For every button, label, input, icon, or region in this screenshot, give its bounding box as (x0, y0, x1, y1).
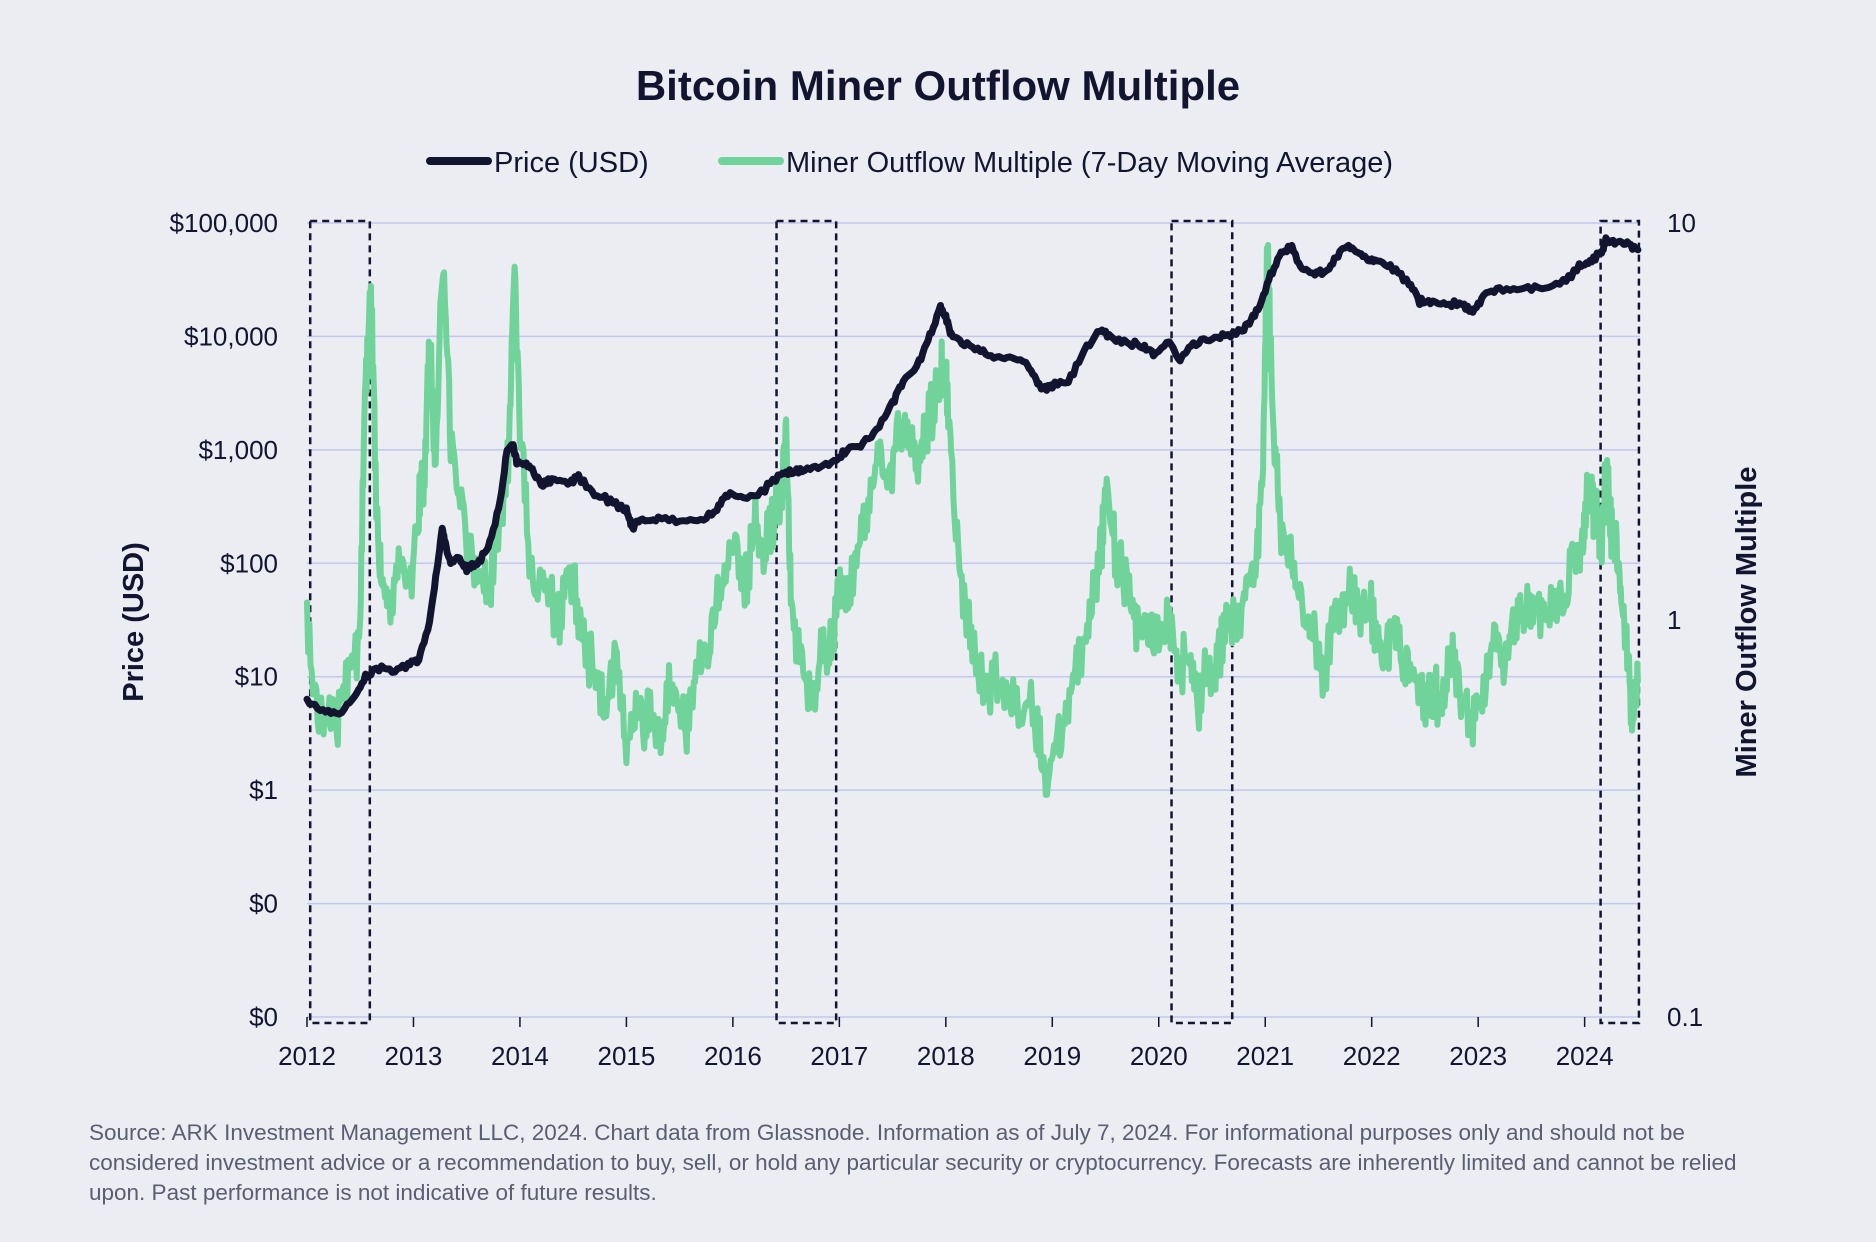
x-tick-label: 2017 (810, 1041, 868, 1071)
y-left-tick-label: $0 (249, 889, 278, 919)
x-tick-label: 2023 (1449, 1041, 1507, 1071)
chart-title: Bitcoin Miner Outflow Multiple (636, 62, 1240, 109)
x-tick-label: 2019 (1023, 1041, 1081, 1071)
gridlines (307, 222, 1640, 1018)
highlight-box-2 (775, 219, 838, 1025)
y-left-tick-label: $1,000 (198, 435, 278, 465)
x-tick-label: 2022 (1343, 1041, 1401, 1071)
x-tick-label: 2013 (385, 1041, 443, 1071)
y-left-tick-label: $10,000 (184, 321, 278, 351)
chart-svg: Bitcoin Miner Outflow Multiple Price (US… (118, 62, 1763, 1071)
source-note: Source: ARK Investment Management LLC, 2… (89, 1120, 1737, 1205)
x-tick-label: 2012 (278, 1041, 336, 1071)
legend: Price (USD) Miner Outflow Multiple (7-Da… (426, 147, 1393, 179)
y-left-tick-label: $100,000 (170, 208, 278, 238)
y-right-axis-label: Miner Outflow Multiple (1731, 467, 1763, 778)
x-tick-label: 2014 (491, 1041, 549, 1071)
y-right-tick-label: 1 (1667, 605, 1681, 635)
y-left-tick-label: $1 (249, 775, 278, 805)
x-tick-label: 2020 (1130, 1041, 1188, 1071)
y-left-tick-label: $0 (249, 1002, 278, 1032)
x-tick-label: 2024 (1556, 1041, 1614, 1071)
y-right-tick-label: 10 (1667, 208, 1696, 238)
y-left-axis-label: Price (USD) (118, 542, 150, 702)
x-tick-label: 2018 (917, 1041, 975, 1071)
y-left-tick-labels: $100,000 $10,000 $1,000 $100 $10 $1 $0 $0 (170, 208, 278, 1032)
y-left-tick-label: $10 (235, 662, 278, 692)
highlight-box-4 (1599, 219, 1641, 1025)
x-tick-label: 2015 (597, 1041, 655, 1071)
series-line-miner-outflow-multiple (304, 242, 1641, 798)
legend-label-price: Price (USD) (494, 147, 649, 179)
y-right-tick-label: 0.1 (1667, 1002, 1703, 1032)
series-lines (303, 234, 1642, 798)
x-tick-label: 2016 (704, 1041, 762, 1071)
y-left-tick-label: $100 (220, 548, 278, 578)
series-line-price (303, 234, 1642, 718)
legend-label-mom: Miner Outflow Multiple (7-Day Moving Ave… (786, 147, 1393, 179)
x-tick-label: 2021 (1236, 1041, 1294, 1071)
y-right-tick-labels: 10 1 0.1 (1667, 208, 1703, 1032)
x-tick-labels: 2012 2013 2014 2015 2016 2017 2018 2019 2020 2021… (278, 1017, 1614, 1071)
